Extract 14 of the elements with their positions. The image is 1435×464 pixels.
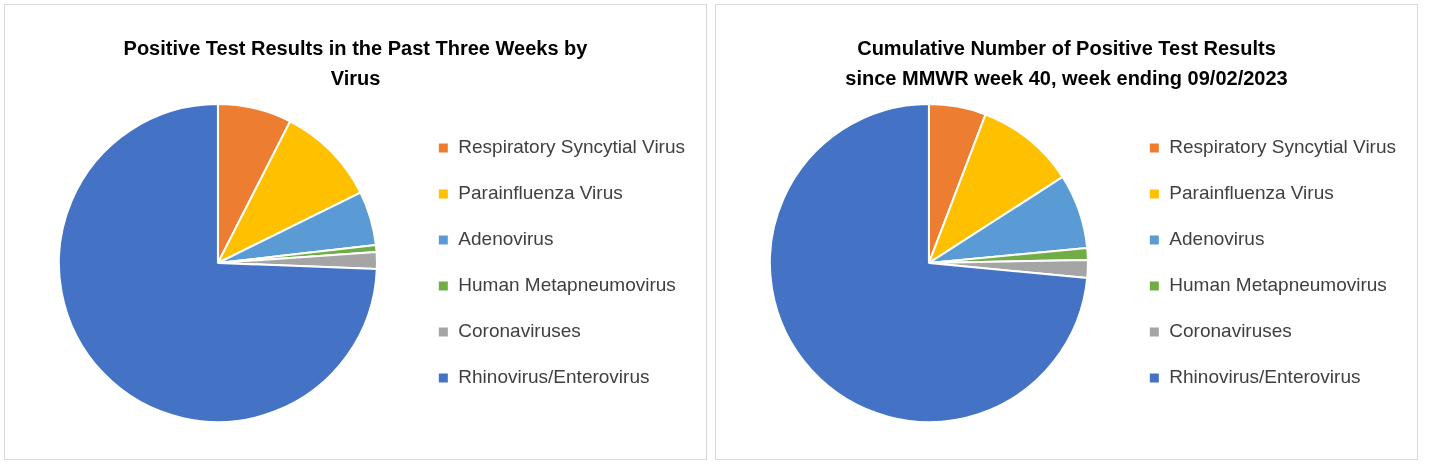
legend-label: Human Metapneumovirus — [1169, 274, 1387, 296]
chart-title: Positive Test Results in the Past Three Weeks by Virus — [122, 36, 589, 91]
legend-label: Human Metapneumovirus — [458, 274, 676, 296]
legend-label: Parainfluenza Virus — [458, 182, 623, 204]
legend-label: Rhinovirus/Enterovirus — [1169, 366, 1361, 388]
legend-label: Coronaviruses — [458, 320, 581, 342]
legend-label: Parainfluenza Virus — [1169, 182, 1334, 204]
legend-label: Respiratory Syncytial Virus — [1169, 136, 1397, 158]
legend-label: Adenovirus — [458, 228, 554, 250]
legend-label: Coronaviruses — [1169, 320, 1292, 342]
legend-label: Respiratory Syncytial Virus — [458, 136, 686, 158]
legend-label: Rhinovirus/Enterovirus — [458, 366, 650, 388]
legend-label: Adenovirus — [1169, 228, 1265, 250]
chart-title: Cumulative Number of Positive Test Results since MMWR week 40, week ending 09/02/2023 — [844, 36, 1289, 91]
